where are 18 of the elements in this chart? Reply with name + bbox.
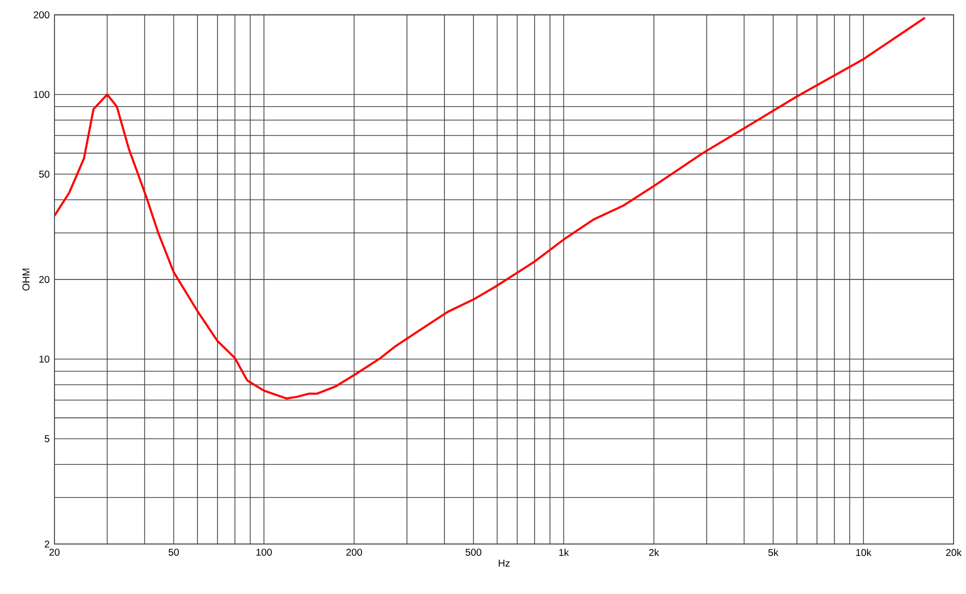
x-tick-label: 500 [466, 548, 482, 556]
y-tick-label: 5 [44, 436, 50, 442]
y-tick-label: 100 [34, 91, 50, 98]
y-tick-label: 20 [39, 276, 50, 284]
x-tick-label: 2k [649, 548, 660, 556]
y-tick-label: 50 [39, 170, 50, 178]
x-tick-label: 200 [346, 548, 362, 556]
y-tick-label: 10 [40, 356, 50, 363]
y-axis-title: OHM [22, 268, 30, 291]
y-tick-label: 200 [34, 12, 50, 19]
y-tick-label: 2 [44, 540, 50, 548]
x-tick-label: 5k [768, 548, 778, 556]
x-tick-label: 50 [168, 548, 179, 556]
x-axis-title: Hz [498, 560, 510, 567]
x-tick-label: 20k [946, 548, 962, 556]
x-tick-label: 10k [856, 548, 872, 556]
x-tick-label: 1k [559, 548, 569, 556]
x-tick-label: 100 [256, 548, 272, 556]
